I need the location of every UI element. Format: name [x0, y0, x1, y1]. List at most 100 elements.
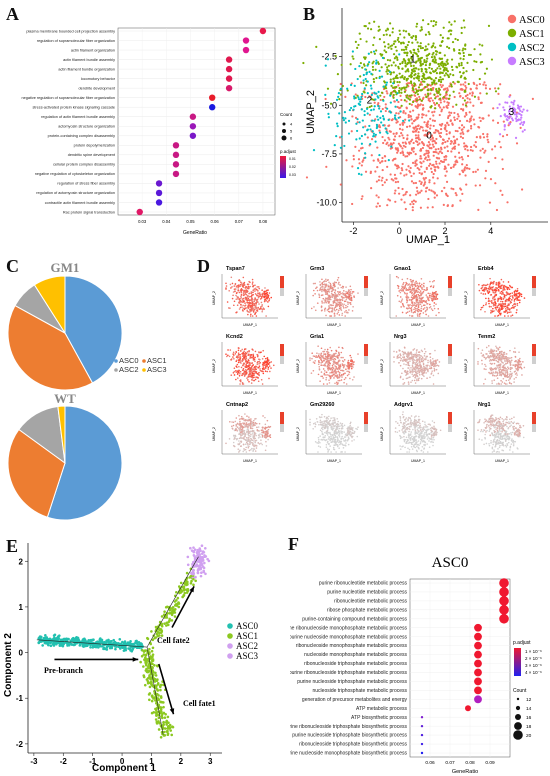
d-point — [491, 367, 493, 370]
umap-point — [450, 85, 453, 88]
d-point — [412, 289, 414, 291]
umap-point — [409, 203, 412, 206]
d-point — [347, 311, 349, 314]
d-point — [393, 350, 395, 353]
d-point — [399, 289, 402, 291]
d-point — [413, 348, 416, 350]
d-point — [312, 282, 315, 285]
umap-point — [404, 145, 407, 148]
d-point — [420, 310, 422, 313]
umap-point — [359, 37, 362, 41]
umap-point — [443, 88, 446, 91]
umap-point — [412, 48, 415, 51]
umap-point — [522, 120, 526, 124]
d-point — [505, 298, 508, 301]
d-point — [511, 372, 513, 375]
d-point — [408, 364, 411, 367]
umap-point — [338, 112, 341, 115]
d-point — [417, 353, 419, 356]
umap-point — [504, 101, 507, 104]
umap-point — [427, 22, 430, 26]
umap-point — [424, 45, 427, 48]
d-point — [493, 289, 496, 292]
d-point — [229, 349, 232, 351]
panel-a-dot — [155, 180, 163, 187]
d-point — [252, 372, 254, 375]
d-point — [311, 357, 313, 360]
d-point — [250, 298, 253, 301]
d-point — [507, 358, 509, 361]
d-point — [252, 371, 254, 373]
d-point — [402, 353, 405, 355]
umap-point — [382, 85, 385, 88]
umap-point — [519, 126, 522, 129]
umap-point — [431, 206, 434, 209]
d-point — [353, 376, 355, 378]
umap-point — [336, 125, 339, 128]
umap-point — [459, 132, 462, 135]
umap-point — [327, 116, 330, 119]
d-point — [493, 299, 496, 301]
umap-point — [419, 83, 422, 86]
umap-point — [447, 163, 450, 166]
d-point — [340, 301, 342, 304]
umap-point — [375, 194, 378, 197]
umap-point — [486, 133, 489, 136]
d-point — [419, 285, 421, 287]
d-point — [343, 365, 345, 368]
d-point — [242, 363, 245, 366]
umap-point — [450, 83, 453, 86]
umap-point — [513, 113, 516, 116]
umap-point — [370, 87, 373, 90]
umap-point — [499, 189, 502, 192]
d-point — [514, 295, 517, 297]
d-point — [333, 357, 336, 360]
umap-point — [401, 187, 404, 191]
d-point — [397, 276, 400, 279]
d-colorbar — [364, 344, 368, 364]
d-point — [242, 369, 245, 372]
umap-point — [475, 87, 478, 90]
d-point — [423, 352, 426, 355]
umap-point — [327, 112, 330, 115]
d-point — [321, 290, 323, 293]
umap-point — [406, 82, 409, 85]
umap-point — [405, 48, 408, 51]
umap-point — [363, 133, 367, 136]
umap-point — [412, 141, 415, 145]
d-point — [414, 305, 417, 307]
umap-point — [324, 93, 327, 96]
umap-point — [389, 22, 392, 25]
d-point — [342, 307, 345, 309]
umap-point — [472, 118, 475, 121]
umap-point — [364, 95, 367, 99]
d-point — [262, 295, 265, 298]
umap-point — [405, 168, 408, 171]
d-point — [419, 369, 422, 372]
d-point — [405, 359, 408, 361]
umap-point — [371, 68, 375, 71]
panel-label-b: B — [303, 4, 316, 24]
d-point — [343, 303, 345, 306]
d-point — [491, 382, 493, 385]
d-point — [255, 302, 258, 305]
d-point — [515, 311, 518, 314]
d-point — [246, 299, 249, 302]
d-point — [411, 365, 414, 368]
panel-b-xlabel: UMAP_1 — [406, 234, 450, 246]
d-point — [339, 372, 341, 374]
d-point — [337, 287, 339, 289]
d-colorbar-low — [532, 356, 536, 364]
d-point — [393, 361, 395, 363]
umap-point — [381, 176, 384, 179]
d-point — [318, 293, 320, 295]
umap-point — [391, 27, 395, 30]
d-point — [493, 374, 496, 377]
d-point — [413, 283, 416, 286]
d-point — [412, 353, 415, 356]
umap-point — [401, 147, 404, 150]
d-point — [510, 356, 513, 359]
d-point — [492, 373, 494, 375]
d-point — [401, 286, 404, 289]
umap-point — [463, 26, 466, 29]
